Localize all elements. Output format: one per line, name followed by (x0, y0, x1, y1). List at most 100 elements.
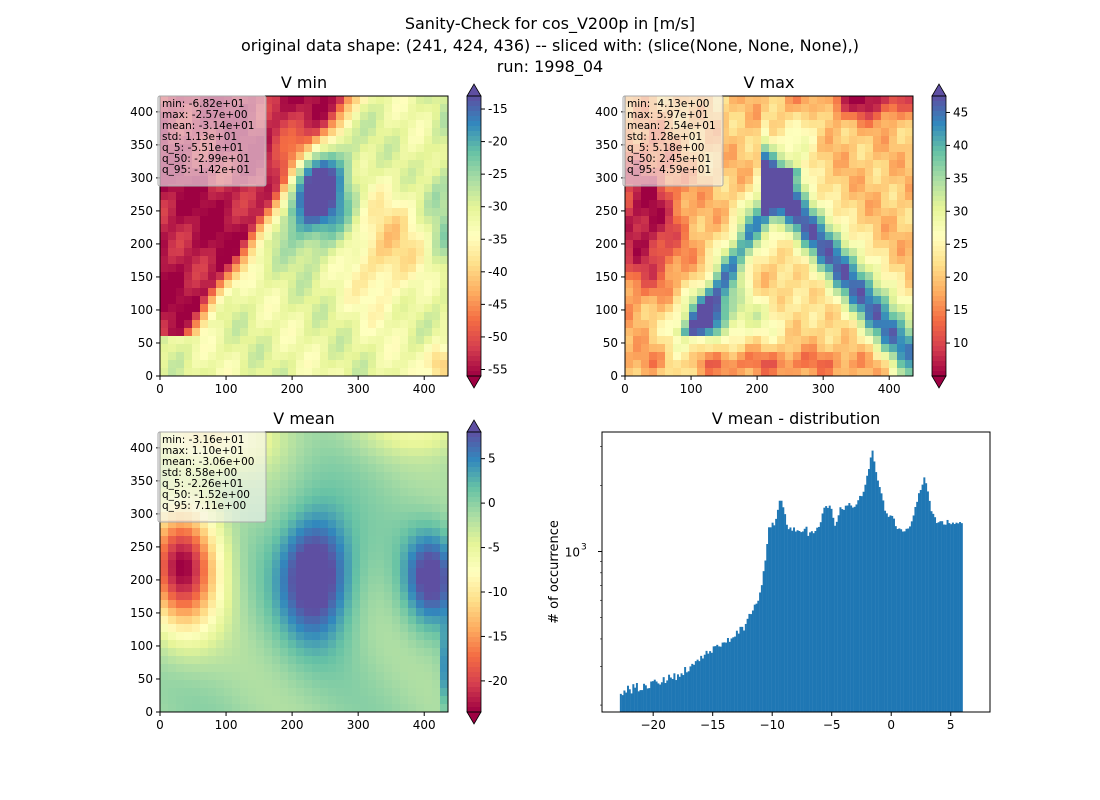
heatmap-cell (192, 280, 201, 289)
heatmap-cell (825, 256, 834, 265)
heatmap-cell (785, 208, 794, 217)
heatmap-cell (192, 344, 201, 353)
heatmap-cell (801, 264, 810, 273)
heatmap-cell (192, 576, 201, 585)
heatmap-cell (905, 200, 913, 209)
heatmap-cell (392, 144, 401, 153)
heatmap-cell (392, 96, 401, 105)
heatmap-cell (224, 624, 233, 633)
colorbar-band (932, 271, 946, 277)
heatmap-cell (232, 360, 241, 369)
heatmap-cell (360, 520, 369, 529)
heatmap-cell (833, 288, 842, 297)
heatmap-cell (320, 464, 329, 473)
heatmap-cell (753, 120, 762, 129)
heatmap-cell (192, 544, 201, 553)
heatmap-cell (176, 296, 185, 305)
heatmap-cell (328, 672, 337, 681)
heatmap-cell (408, 272, 417, 281)
heatmap-cell (384, 320, 393, 329)
heatmap-cell (657, 296, 666, 305)
heatmap-cell (705, 216, 714, 225)
heatmap-cell (408, 616, 417, 625)
heatmap-cell (657, 208, 666, 217)
heatmap-cell (681, 248, 690, 257)
heatmap-cell (272, 432, 281, 441)
heatmap-cell (296, 296, 305, 305)
heatmap-cell (745, 344, 754, 353)
heatmap-cell (280, 104, 289, 113)
heatmap-cell (200, 336, 209, 345)
heatmap-cell (729, 272, 738, 281)
heatmap-cell (633, 264, 642, 273)
heatmap-cell (280, 696, 289, 705)
heatmap-cell (176, 208, 185, 217)
heatmap-cell (296, 680, 305, 689)
heatmap-cell (232, 368, 241, 376)
heatmap-cell (336, 680, 345, 689)
heatmap-cell (176, 216, 185, 225)
heatmap-cell (817, 160, 826, 169)
heatmap-cell (416, 216, 425, 225)
heatmap-cell (424, 488, 433, 497)
heatmap-cell (424, 600, 433, 609)
heatmap-cell (328, 264, 337, 273)
heatmap-cell (352, 152, 361, 161)
heatmap-cell (673, 256, 682, 265)
colorbar-band (467, 682, 481, 688)
heatmap-cell (184, 552, 193, 561)
heatmap-cell (280, 192, 289, 201)
histogram-bar (757, 600, 760, 712)
heatmap-cell (721, 128, 730, 137)
heatmap-cell (328, 440, 337, 449)
heatmap-cell (817, 304, 826, 313)
heatmap-cell (384, 664, 393, 673)
heatmap-cell (224, 520, 233, 529)
heatmap-cell (825, 224, 834, 233)
heatmap-cell (304, 448, 313, 457)
heatmap-cell (312, 496, 321, 505)
heatmap-cell (440, 328, 448, 337)
heatmap-cell (240, 552, 249, 561)
heatmap-cell (280, 504, 289, 513)
heatmap-cell (264, 672, 273, 681)
heatmap-cell (376, 616, 385, 625)
heatmap-cell (408, 536, 417, 545)
heatmap-cell (280, 280, 289, 289)
heatmap-cell (272, 560, 281, 569)
y-tick-label: 350 (595, 138, 618, 152)
heatmap-cell (400, 312, 409, 321)
heatmap-cell (272, 616, 281, 625)
heatmap-cell (641, 280, 650, 289)
heatmap-cell (857, 176, 866, 185)
heatmap-cell (897, 224, 906, 233)
heatmap-cell (232, 680, 241, 689)
heatmap-cell (865, 360, 874, 369)
histogram-bar (750, 614, 753, 712)
heatmap-cell (264, 232, 273, 241)
heatmap-cell (713, 280, 722, 289)
heatmap-cell (352, 704, 361, 712)
heatmap-cell (440, 616, 448, 625)
heatmap-cell (649, 296, 658, 305)
heatmap-cell (625, 248, 634, 257)
heatmap-cell (296, 504, 305, 513)
heatmap-cell (825, 200, 834, 209)
heatmap-cell (713, 256, 722, 265)
heatmap-cell (440, 312, 448, 321)
heatmap-cell (344, 616, 353, 625)
heatmap-cell (785, 240, 794, 249)
heatmap-cell (657, 320, 666, 329)
y-tick-label: 0 (145, 369, 153, 383)
heatmap-cell (777, 128, 786, 137)
heatmap-cell (881, 344, 890, 353)
heatmap-cell (328, 456, 337, 465)
histogram-bar (791, 530, 794, 712)
heatmap-cell (280, 216, 289, 225)
heatmap-cell (280, 328, 289, 337)
heatmap-cell (833, 216, 842, 225)
colorbar-band (467, 512, 481, 518)
heatmap-cell (785, 312, 794, 321)
heatmap-cell (248, 288, 257, 297)
heatmap-cell (881, 120, 890, 129)
